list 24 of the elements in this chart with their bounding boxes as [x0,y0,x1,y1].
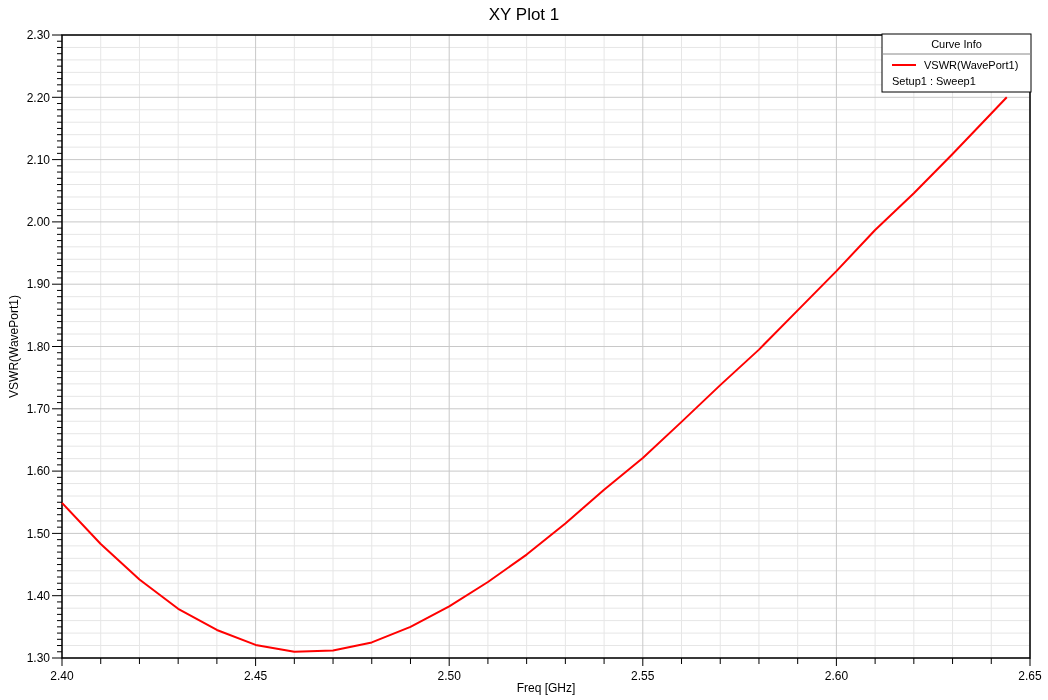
chart-title: XY Plot 1 [488,5,560,24]
y-tick-label: 1.40 [26,588,51,603]
annotation: Setup1 : Sweep1 [892,75,976,87]
y-tick-label: 1.50 [26,526,51,541]
x-tick-label: 2.60 [824,669,849,683]
y-tick-label: 1.80 [26,339,51,354]
x-tick-label: 2.40 [50,669,74,683]
legend-title: Curve Info [931,38,982,50]
x-tick-label: 2.65 [1018,669,1042,683]
y-tick-label: 1.30 [26,651,51,666]
y-tick-label: 1.90 [26,277,51,292]
y-tick-label: 1.60 [26,464,51,479]
x-tick-label: 2.50 [437,669,462,683]
y-tick-label: 1.70 [26,402,51,416]
y-tick-label: 2.00 [26,215,51,230]
y-tick-label: 2.10 [26,152,51,167]
x-axis-title: Freq [GHz] [516,681,576,695]
y-tick-label: 2.30 [26,28,51,43]
line-series [61,96,1008,653]
x-tick-label: 2.55 [631,669,655,683]
x-tick-label: 2.45 [243,669,268,683]
y-tick-label: 2.20 [26,90,51,105]
y-axis-title: VSWR(WavePort1) [7,295,21,398]
legend-label: VSWR(WavePort1) [924,59,1019,71]
